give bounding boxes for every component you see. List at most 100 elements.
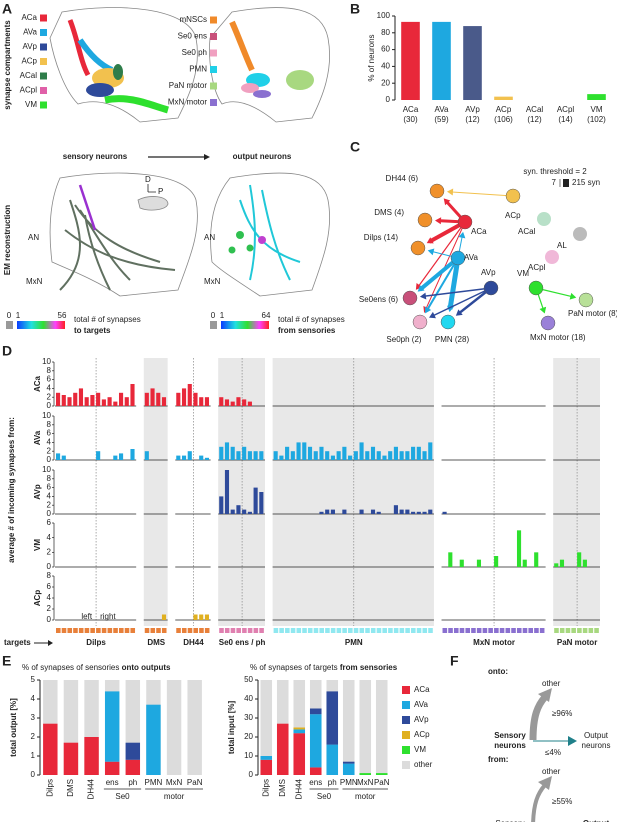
row-label: ACp	[33, 590, 42, 607]
bar	[370, 446, 376, 460]
panel-letter: E	[2, 653, 11, 669]
bar-segment	[375, 773, 388, 775]
bar-segment	[342, 763, 355, 775]
target-swatch	[90, 628, 95, 633]
x-tick-label: MxN	[166, 778, 183, 787]
target-swatch	[539, 628, 545, 633]
edge	[425, 257, 459, 312]
y-tick-label: 8	[47, 366, 52, 375]
panel-letter: A	[2, 1, 12, 17]
row-label: synapse compartments	[3, 20, 12, 110]
colorbar-subtitle: from sensories	[278, 326, 336, 335]
bar	[582, 559, 587, 567]
bar	[448, 552, 453, 567]
node	[410, 240, 426, 256]
target-swatch	[505, 628, 511, 633]
bar	[90, 395, 95, 406]
target-swatch	[253, 628, 259, 633]
target-swatch	[61, 628, 67, 633]
bar	[273, 451, 278, 460]
group-label: Se0 ens / ph	[219, 638, 266, 647]
target-swatch	[73, 628, 78, 633]
bar-segment	[293, 729, 306, 734]
x-tick-label: ens	[106, 778, 119, 787]
chart-title: % of synapses of sensories onto outputs	[22, 663, 171, 672]
output-pct: ≤4%	[545, 748, 561, 757]
target-swatch	[313, 628, 319, 633]
axis-label: D	[145, 175, 151, 184]
node-label: PaN motor (8)	[568, 309, 617, 318]
colorbar	[221, 321, 269, 329]
y-tick-label: 3	[31, 713, 36, 722]
sensory-label: Sensory	[494, 731, 526, 740]
other-bar	[342, 680, 355, 775]
y-tick-label: 10	[42, 411, 51, 420]
bar	[336, 451, 341, 460]
target-swatch	[353, 628, 359, 633]
panel-letter: D	[2, 343, 12, 359]
legend-swatch	[40, 14, 47, 22]
y-tick-label: 6	[47, 582, 52, 591]
bar	[296, 442, 301, 460]
node-label: MxN motor (18)	[530, 333, 586, 342]
bar	[61, 455, 66, 460]
bar	[230, 509, 235, 514]
row-label: EM reconstruction	[3, 205, 12, 275]
group-label: motor	[164, 792, 185, 801]
row-label: ACa	[33, 375, 42, 392]
bar	[353, 451, 358, 460]
other-pct: ≥55%	[552, 797, 572, 806]
target-swatch	[342, 628, 347, 633]
target-swatch	[181, 628, 187, 633]
target-swatch	[534, 628, 539, 633]
compartment-label: Se0 ens	[178, 32, 207, 41]
bar	[290, 451, 295, 460]
target-swatch	[405, 628, 410, 633]
group-label: Se0	[317, 792, 332, 801]
target-swatch	[494, 628, 499, 633]
other-bar	[359, 680, 372, 775]
target-swatch	[388, 628, 393, 633]
y-tick-label: 40	[244, 694, 253, 703]
group-label: motor	[355, 792, 376, 801]
target-swatch	[482, 628, 488, 633]
y-tick-label: 4	[31, 694, 36, 703]
edge-head	[458, 231, 466, 239]
bar	[156, 392, 161, 406]
edge-head	[426, 237, 434, 244]
colorbar-tick: 64	[262, 311, 271, 320]
target-swatch	[471, 628, 476, 633]
x-tick-label: VM	[591, 105, 603, 114]
legend-swatch	[40, 101, 47, 109]
bar	[130, 384, 135, 406]
bar	[253, 451, 258, 460]
node	[545, 250, 559, 264]
legend-swatch	[210, 99, 217, 106]
node	[578, 292, 594, 308]
target-swatch	[330, 628, 336, 633]
x-tick-label: DH44	[87, 778, 96, 799]
target-swatch	[365, 628, 370, 633]
legend-swatch	[40, 58, 47, 65]
compartment-label: ACal	[20, 71, 38, 80]
edge-head	[425, 306, 432, 314]
bar	[534, 552, 539, 567]
colorbar-tick: 0	[211, 311, 216, 320]
target-swatch	[411, 628, 416, 633]
x-tick-count: (30)	[403, 115, 418, 124]
bar	[73, 392, 78, 406]
target-swatch	[588, 628, 594, 633]
bar	[411, 446, 416, 460]
bar	[204, 397, 210, 406]
bar-segment	[326, 744, 339, 775]
em-label: MxN	[26, 277, 43, 286]
legend-swatch	[40, 72, 47, 80]
target-swatch	[296, 628, 302, 633]
bar	[113, 401, 118, 406]
node-label: DH44 (6)	[386, 174, 419, 183]
target-swatch	[150, 628, 156, 633]
bar	[365, 451, 370, 460]
bar	[118, 392, 124, 406]
target-swatch	[247, 628, 253, 633]
